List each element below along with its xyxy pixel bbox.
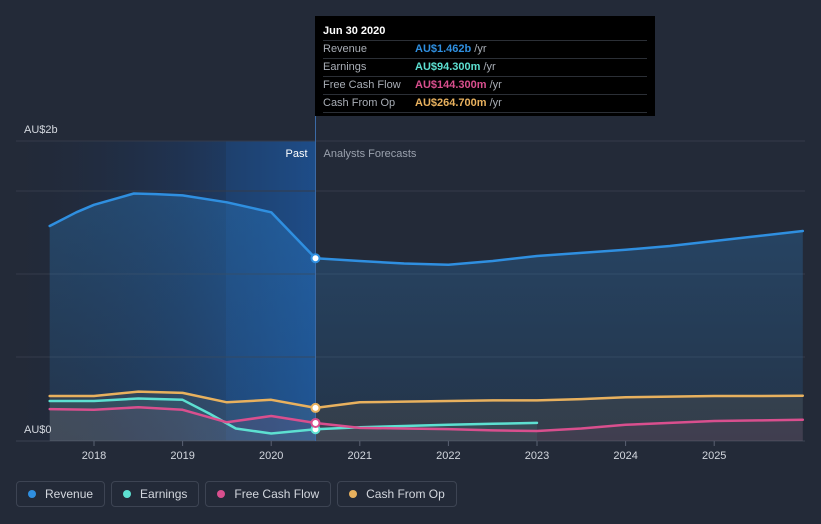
legend-item-cash-from-op[interactable]: Cash From Op (337, 481, 457, 507)
tooltip: Jun 30 2020 Revenue AU$1.462b /yr Earnin… (315, 16, 655, 116)
legend-item-revenue[interactable]: Revenue (16, 481, 106, 507)
y-tick-label: AU$2b (24, 124, 58, 136)
x-tick-label: 2024 (613, 450, 637, 462)
series-areas (49, 193, 803, 441)
x-tick-label: 2018 (82, 450, 106, 462)
x-tick-label: 2021 (348, 450, 372, 462)
legend-dot-icon (217, 490, 226, 498)
series-area-revenue (49, 193, 803, 441)
tooltip-row-value: AU$264.700m (415, 97, 487, 109)
series-line-revenue (48, 192, 805, 267)
tooltip-row-earnings: Earnings AU$94.300m /yr (323, 59, 647, 77)
forecast-label: Analysts Forecasts (324, 148, 417, 160)
tooltip-row-label: Free Cash Flow (323, 79, 401, 91)
tooltip-row-label: Revenue (323, 43, 368, 55)
series-lines (48, 192, 805, 435)
x-tick-label: 2023 (525, 450, 549, 462)
tooltip-row-unit: /yr (489, 97, 502, 109)
x-axis-ticks: 2018 2019 2020 2021 2022 2023 2024 2025 (82, 441, 726, 462)
tooltip-row-value: AU$94.300m (415, 61, 481, 73)
x-tick-label: 2019 (170, 450, 194, 462)
tooltip-row-unit: /yr (474, 43, 487, 55)
series-line-earnings (48, 397, 539, 435)
legend-item-earnings[interactable]: Earnings (111, 481, 200, 507)
series-line-free-cash-flow (48, 406, 805, 433)
y-axis-labels: AU$2b AU$0 (24, 124, 58, 436)
y-tick-label: AU$0 (24, 424, 52, 436)
series-area-free-cash-flow (49, 407, 803, 441)
tooltip-row-label: Earnings (323, 61, 367, 73)
marker-cash-from-op (310, 402, 321, 413)
marker-revenue (310, 253, 321, 264)
legend-item-free-cash-flow[interactable]: Free Cash Flow (205, 481, 332, 507)
tooltip-row-value: AU$144.300m (415, 79, 487, 91)
tooltip-date: Jun 30 2020 (323, 24, 647, 41)
x-tick-label: 2025 (702, 450, 726, 462)
legend-label: Earnings (140, 487, 188, 501)
x-tick-label: 2022 (436, 450, 460, 462)
tooltip-row-label: Cash From Op (323, 97, 396, 109)
past-label: Past (285, 148, 307, 160)
series-line-cash-from-op (48, 390, 805, 410)
highlight-markers (310, 253, 321, 435)
legend: Revenue Earnings Free Cash Flow Cash Fro… (16, 481, 457, 507)
legend-label: Revenue (45, 487, 94, 501)
tooltip-row-value: AU$1.462b (415, 43, 472, 55)
x-tick-label: 2020 (259, 450, 283, 462)
tooltip-row-revenue: Revenue AU$1.462b /yr (323, 41, 647, 59)
legend-label: Cash From Op (366, 487, 445, 501)
tooltip-row-cash-from-op: Cash From Op AU$264.700m /yr (323, 95, 647, 113)
legend-label: Free Cash Flow (234, 487, 320, 501)
legend-dot-icon (28, 490, 36, 498)
legend-dot-icon (349, 490, 358, 498)
marker-free-cash-flow (310, 417, 321, 428)
tooltip-row-unit: /yr (489, 79, 502, 91)
legend-dot-icon (123, 490, 132, 498)
tooltip-row-unit: /yr (483, 61, 496, 73)
tooltip-row-free-cash-flow: Free Cash Flow AU$144.300m /yr (323, 77, 647, 95)
